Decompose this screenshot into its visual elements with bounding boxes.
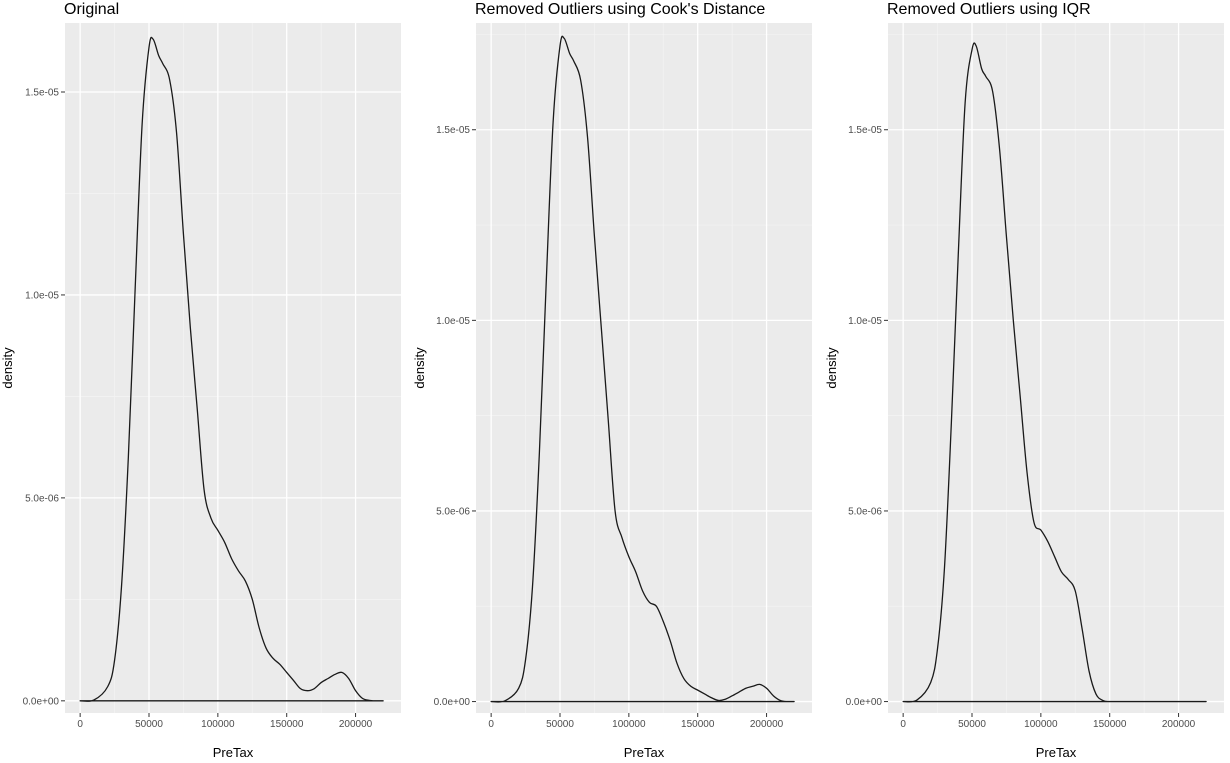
y-tick-label: 0.0e+00 [23, 696, 60, 707]
x-tick-label: 150000 [1093, 719, 1127, 730]
panel-title-cooks-distance: Removed Outliers using Cook's Distance [475, 1, 766, 18]
x-tick-label: 150000 [681, 719, 715, 730]
x-tick-label: 100000 [612, 719, 646, 730]
x-tick-label: 0 [77, 719, 83, 730]
x-tick-label: 50000 [958, 719, 986, 730]
x-tick-label: 200000 [339, 719, 373, 730]
x-axis-title: PreTax [1036, 745, 1077, 760]
y-axis-title: density [412, 347, 427, 389]
panel-original: 0 50000 100000 150000 200000 0.0e+00 5.0e-06 1.… [0, 23, 401, 760]
y-axis-title: density [824, 347, 839, 389]
plot-panel [476, 23, 812, 713]
x-tick-label: 200000 [750, 719, 784, 730]
density-curve [490, 35, 795, 703]
density-curve [79, 36, 384, 702]
x-tick-label: 150000 [270, 719, 304, 730]
x-tick-label: 200000 [1162, 719, 1196, 730]
x-tick-label: 0 [488, 719, 494, 730]
y-tick-label: 1.5e-05 [25, 88, 59, 99]
x-tick-label: 0 [900, 719, 906, 730]
x-axis-title: PreTax [213, 745, 254, 760]
y-tick-label: 0.0e+00 [846, 697, 883, 708]
x-tick-label: 100000 [1024, 719, 1058, 730]
y-tick-label: 1.0e-05 [25, 290, 59, 301]
y-tick-label: 1.0e-05 [848, 316, 882, 327]
panel-cooks-distance: 0 50000 100000 150000 200000 0.0e+00 5.0e-06 1.… [412, 23, 812, 760]
y-tick-label: 5.0e-06 [436, 506, 470, 517]
y-tick-label: 5.0e-06 [25, 493, 59, 504]
y-tick-label: 1.5e-05 [848, 125, 882, 136]
plot-panel [65, 23, 401, 713]
x-axis-title: PreTax [624, 745, 665, 760]
y-tick-label: 1.0e-05 [436, 316, 470, 327]
x-tick-label: 50000 [546, 719, 574, 730]
y-tick-label: 5.0e-06 [848, 506, 882, 517]
panel-iqr: 0 50000 100000 150000 200000 0.0e+00 5.0e-06 1.… [824, 23, 1224, 760]
panel-title-iqr: Removed Outliers using IQR [887, 1, 1091, 18]
x-tick-label: 100000 [201, 719, 235, 730]
density-curve [902, 42, 1207, 703]
plot-panel [888, 23, 1224, 713]
y-axis-title: density [0, 347, 15, 389]
y-tick-label: 0.0e+00 [434, 697, 471, 708]
panel-title-original: Original [64, 1, 120, 18]
x-tick-label: 50000 [135, 719, 163, 730]
y-tick-label: 1.5e-05 [436, 125, 470, 136]
